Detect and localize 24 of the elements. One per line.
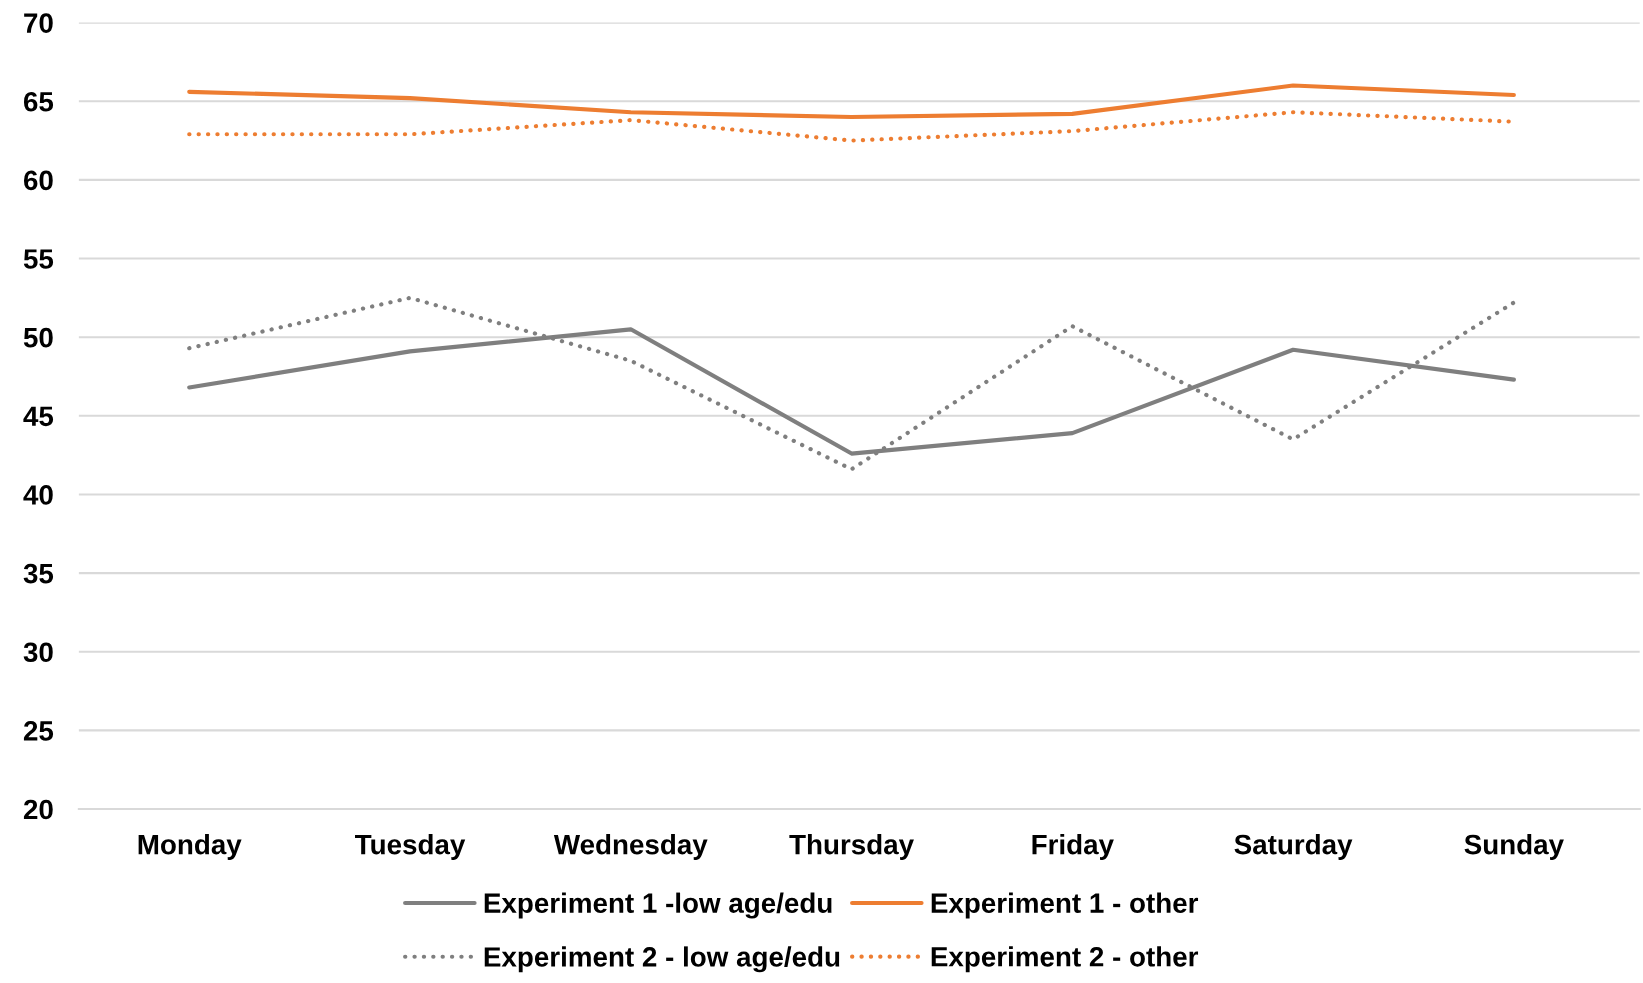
y-tick-label: 40: [23, 485, 53, 505]
line-series: [187, 83, 1516, 120]
x-tick-label: Friday: [1032, 834, 1114, 860]
legend-label: Experiment 2 - low age/edu: [484, 946, 840, 973]
y-tick-label: 60: [23, 170, 53, 191]
y-tick-label: 50: [23, 327, 53, 348]
y-tick-label: 20: [23, 799, 53, 820]
y-tick-label: 30: [23, 642, 53, 663]
x-tick-label: Monday: [138, 834, 242, 860]
legend-label: Experiment 1 -low age/edu: [484, 892, 832, 919]
y-tick-label: 25: [23, 721, 54, 741]
y-tick-label: 70: [24, 13, 53, 33]
x-tick-label: Saturday: [1234, 834, 1353, 860]
y-tick-label: 55: [23, 249, 54, 269]
legend-label: Experiment 2 - other: [931, 946, 1199, 973]
y-tick-label: 35: [23, 563, 54, 584]
x-tick-label: Thursday: [789, 834, 914, 860]
x-tick-label: Wednesday: [553, 834, 708, 860]
y-tick-label: 45: [23, 406, 54, 427]
x-tick-label: Sunday: [1464, 834, 1564, 860]
x-tick-label: Tuesday: [355, 834, 466, 860]
y-tick-label: 65: [23, 91, 54, 112]
legend-label: Experiment 1 - other: [931, 892, 1199, 919]
line-series: [187, 295, 1516, 472]
